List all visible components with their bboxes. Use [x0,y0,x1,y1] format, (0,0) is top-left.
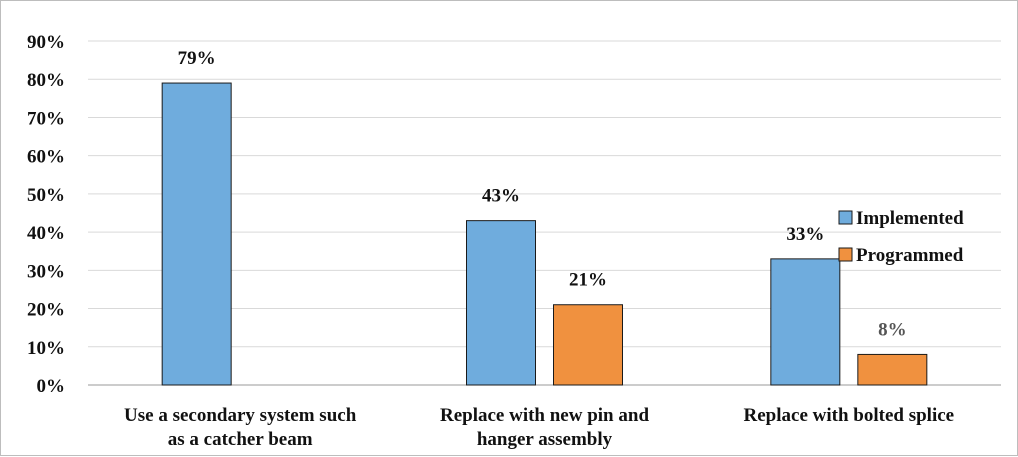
y-tick-label: 50% [27,185,65,206]
bar-implemented-0 [161,82,232,386]
bar-implemented-2 [770,258,841,386]
category-label: hanger assembly [477,429,613,450]
legend-swatch-programmed [838,247,853,262]
legend-label: Programmed [856,245,964,266]
data-label: 21% [569,270,607,291]
y-tick-label: 10% [27,338,65,359]
category-label: Replace with bolted splice [744,405,955,426]
bars [161,82,928,386]
y-tick-label: 60% [27,147,65,168]
y-tick-label: 0% [37,376,66,397]
data-label: 33% [786,224,824,245]
category-label: Use a secondary system such [124,405,357,426]
y-tick-label: 30% [27,261,65,282]
data-label: 79% [178,48,216,69]
legend: Implemented Programmed [838,208,964,266]
data-label: 43% [482,186,520,207]
y-tick-label: 90% [27,32,65,53]
y-tick-label: 80% [27,70,65,91]
category-label: as a catcher beam [168,429,313,450]
bar-programmed-2 [857,353,928,386]
y-tick-label: 20% [27,300,65,321]
category-labels: Use a secondary system such as a catcher … [124,405,954,450]
bar-implemented-1 [466,220,536,386]
category-label: Replace with new pin and [440,405,649,426]
legend-swatch-implemented [838,210,853,225]
bar-programmed-1 [553,304,623,386]
y-tick-label: 40% [27,223,65,244]
y-axis-tick-labels: 0% 10% 20% 30% 40% 50% 60% 70% 80% 90% [27,32,65,397]
y-tick-label: 70% [27,108,65,129]
gridlines [88,40,1001,386]
data-labels: 79% 43% 21% 33% 8% [178,48,907,340]
data-label: 8% [878,319,907,340]
legend-label: Implemented [856,208,964,229]
